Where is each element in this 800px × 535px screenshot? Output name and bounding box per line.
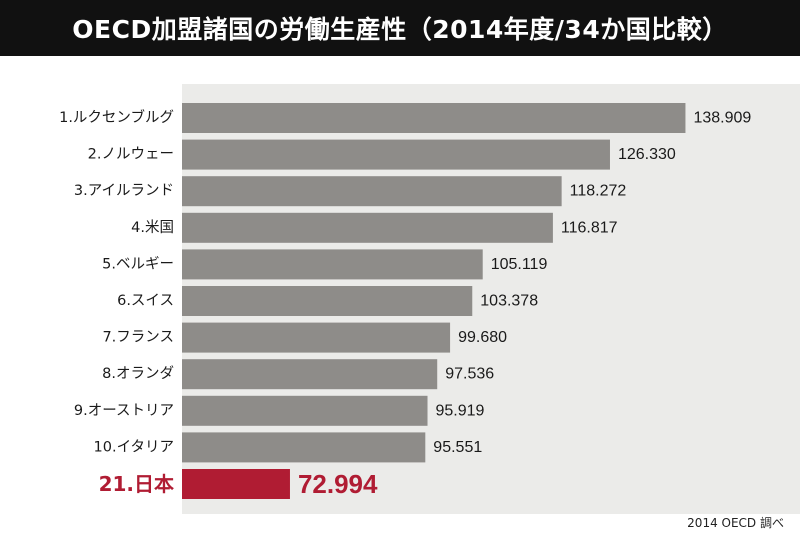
category-label: 21.日本 (99, 472, 174, 496)
category-label: 3.アイルランド (74, 183, 174, 199)
value-label: 95.919 (436, 402, 485, 419)
category-label: 10.イタリア (94, 438, 174, 455)
bar (182, 432, 426, 463)
bar (182, 286, 473, 316)
value-label: 118.272 (570, 183, 627, 200)
value-label: 126.330 (618, 146, 676, 163)
category-label: 2.ノルウェー (88, 146, 174, 163)
bar (182, 359, 438, 390)
bar (182, 322, 451, 353)
category-label: 5.ベルギー (102, 255, 174, 272)
value-label: 116.817 (561, 219, 618, 236)
value-label: 97.536 (445, 366, 494, 383)
chart-title: OECD加盟諸国の労働生産性（2014年度/34か国比較） (0, 0, 800, 56)
category-label: 4.米国 (131, 219, 174, 236)
bar (182, 176, 562, 207)
value-label: 103.378 (480, 293, 538, 310)
bar (182, 249, 483, 280)
bar (182, 469, 290, 499)
category-label: 7.フランス (102, 330, 174, 346)
bar (182, 103, 686, 133)
bar (182, 139, 610, 170)
category-label: 1.ルクセンブルグ (59, 108, 174, 126)
category-label: 6.スイス (117, 293, 174, 309)
value-label: 138.909 (693, 110, 751, 127)
category-label: 8.オランダ (102, 365, 174, 382)
bar (182, 212, 553, 243)
bar (182, 395, 428, 426)
value-label: 105.119 (491, 256, 548, 273)
value-label: 72.994 (298, 469, 378, 499)
value-label: 99.680 (458, 329, 507, 346)
category-label: 9.オーストリア (74, 403, 174, 419)
source-footnote: 2014 OECD 調べ (687, 516, 784, 530)
value-label: 95.551 (433, 439, 482, 456)
